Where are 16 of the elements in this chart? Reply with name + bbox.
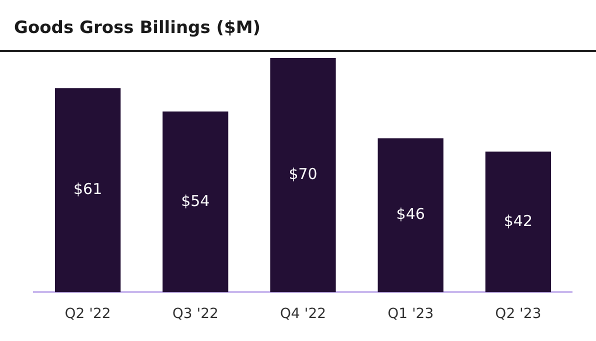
data-label: $42 xyxy=(504,212,533,230)
x-tick-label: Q3 '22 xyxy=(172,306,218,322)
data-label: $54 xyxy=(181,192,210,210)
x-tick-label: Q4 '22 xyxy=(280,306,326,322)
data-label: $46 xyxy=(396,205,425,224)
x-tick-label: Q1 '23 xyxy=(388,306,434,322)
bar xyxy=(378,138,444,292)
bar xyxy=(162,112,228,292)
bar xyxy=(54,88,121,292)
bar xyxy=(270,58,336,292)
x-tick-label: Q2 '22 xyxy=(64,306,111,322)
data-label: $70 xyxy=(288,164,318,183)
chart-title: Goods Gross Billings ($M) xyxy=(14,18,261,38)
data-label: $61 xyxy=(73,180,102,198)
x-tick-label: Q2 '23 xyxy=(495,306,542,322)
bar xyxy=(485,152,552,292)
